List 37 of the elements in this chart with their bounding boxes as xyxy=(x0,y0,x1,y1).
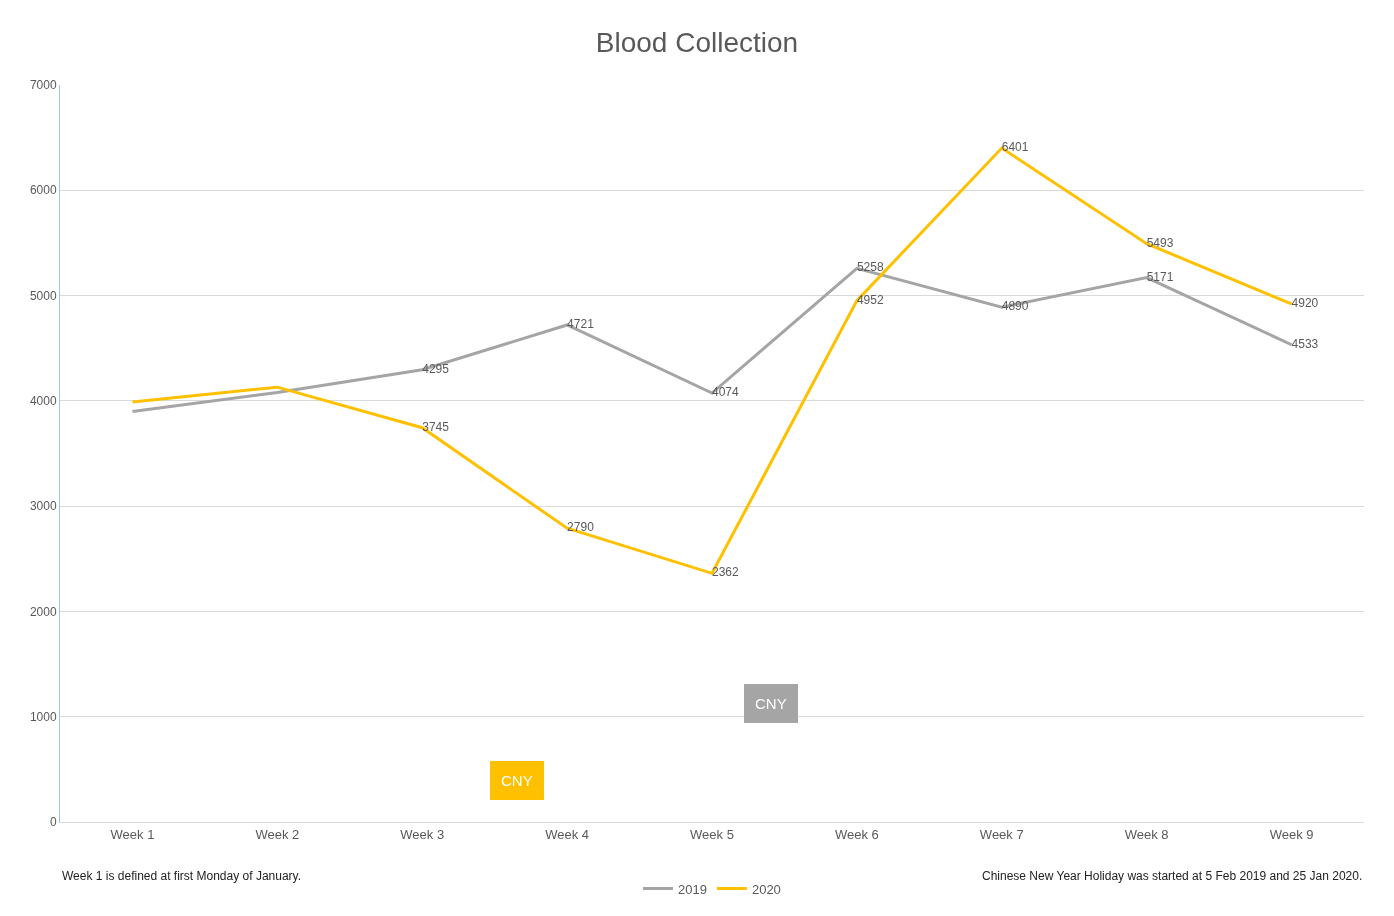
x-tick-label: Week 2 xyxy=(255,826,300,842)
y-tick-label: 0 xyxy=(49,815,57,830)
annotation: CNY xyxy=(755,695,787,712)
legend-label: 2020 xyxy=(751,881,781,897)
x-tick-label: Week 1 xyxy=(110,826,155,842)
data-label: 4295 xyxy=(422,361,450,376)
y-tick-label: 7000 xyxy=(29,78,57,93)
y-tick-label: 1000 xyxy=(29,709,57,724)
data-label: 5258 xyxy=(856,260,884,275)
data-label: 4533 xyxy=(1291,336,1319,351)
data-label: 6401 xyxy=(1001,140,1029,155)
data-label: 2790 xyxy=(567,520,595,535)
y-tick-label: 5000 xyxy=(29,288,57,303)
legend-label: 2019 xyxy=(678,881,707,897)
y-tick-label: 4000 xyxy=(29,394,57,409)
data-label: 4074 xyxy=(712,385,740,400)
data-label: 4890 xyxy=(1001,299,1029,314)
data-label: 2362 xyxy=(712,565,740,580)
data-label: 3745 xyxy=(422,419,450,434)
y-tick-label: 3000 xyxy=(29,499,57,514)
data-label: 4920 xyxy=(1291,295,1319,310)
data-label: 4721 xyxy=(567,316,595,331)
x-tick-label: Week 3 xyxy=(400,826,445,842)
annotation: CNY xyxy=(501,772,533,789)
x-tick-label: Week 7 xyxy=(979,826,1024,842)
chart-title: Blood Collection xyxy=(595,26,799,58)
x-tick-label: Week 5 xyxy=(690,826,734,842)
y-tick-label: 6000 xyxy=(29,183,57,198)
data-label: 5493 xyxy=(1146,235,1174,250)
x-tick-label: Week 4 xyxy=(545,826,590,842)
text: Week 1 is defined at first Monday of January. xyxy=(62,869,302,883)
x-tick-label: Week 8 xyxy=(1124,826,1169,842)
y-tick-label: 2000 xyxy=(29,604,57,619)
x-tick-label: Week 6 xyxy=(834,826,879,842)
x-tick-label: Week 9 xyxy=(1269,826,1314,842)
text: Chinese New Year Holiday was started at 5 Feb 2019 and 25 Jan 2020. xyxy=(982,869,1363,883)
data-label: 5171 xyxy=(1146,269,1174,284)
